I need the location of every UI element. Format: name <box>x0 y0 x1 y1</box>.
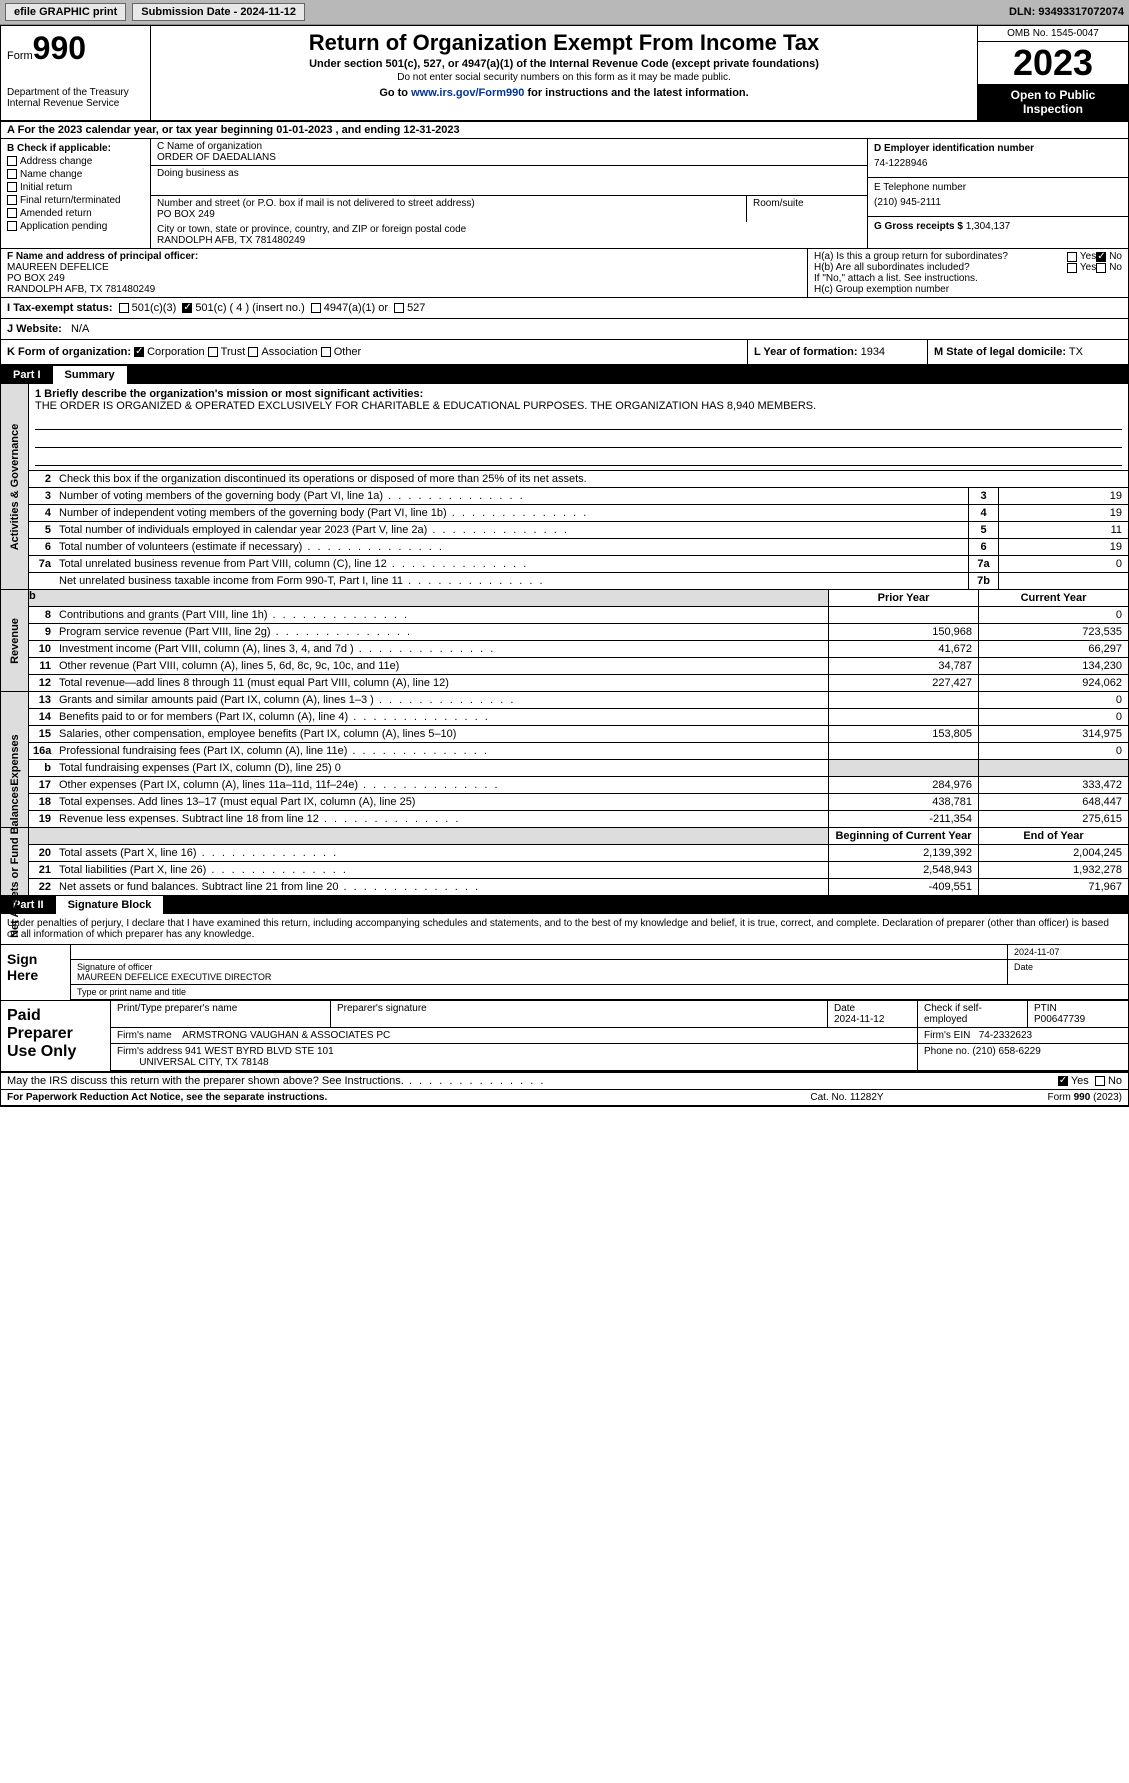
l5-val: 11 <box>998 522 1128 538</box>
cb-ha-no[interactable] <box>1096 252 1106 262</box>
cb-amended[interactable] <box>7 208 17 218</box>
sign-here-label: Sign Here <box>1 945 71 1000</box>
side-revenue: Revenue <box>1 590 29 691</box>
row-i: I Tax-exempt status: 501(c)(3) 501(c) ( … <box>1 298 1128 319</box>
l7b-val <box>998 573 1128 589</box>
omb-number: OMB No. 1545-0047 <box>978 26 1128 42</box>
discuss-row: May the IRS discuss this return with the… <box>1 1073 1128 1090</box>
cb-app-pending[interactable] <box>7 221 17 231</box>
form-990: Form990 Department of the Treasury Inter… <box>0 25 1129 1107</box>
sig-declaration: Under penalties of perjury, I declare th… <box>1 914 1128 945</box>
cb-501c3[interactable] <box>119 303 129 313</box>
tax-year: 2023 <box>978 42 1128 84</box>
part2-header: Part IISignature Block <box>1 896 1128 914</box>
phone: (210) 945-2111 <box>874 193 1122 212</box>
submission-date: Submission Date - 2024-11-12 <box>132 3 305 21</box>
row-a-period: A For the 2023 calendar year, or tax yea… <box>1 122 1128 139</box>
cb-final-return[interactable] <box>7 195 17 205</box>
cb-assoc[interactable] <box>248 347 258 357</box>
form-footer: For Paperwork Reduction Act Notice, see … <box>1 1090 1128 1106</box>
cb-4947[interactable] <box>311 303 321 313</box>
firm-name: ARMSTRONG VAUGHAN & ASSOCIATES PC <box>182 1030 390 1041</box>
box-b: B Check if applicable: Address change Na… <box>1 139 151 248</box>
box-f: F Name and address of principal officer:… <box>1 249 808 297</box>
subtitle: Under section 501(c), 527, or 4947(a)(1)… <box>157 58 971 70</box>
cb-discuss-no[interactable] <box>1095 1076 1105 1086</box>
department: Department of the Treasury Internal Reve… <box>7 87 144 109</box>
ein: 74-1228946 <box>874 154 1122 173</box>
row-m: M State of legal domicile: TX <box>928 340 1128 364</box>
l4-val: 19 <box>998 505 1128 521</box>
dln: DLN: 93493317072074 <box>1009 6 1124 18</box>
cb-other[interactable] <box>321 347 331 357</box>
row-j: J Website: N/A <box>1 319 1128 340</box>
paid-preparer-label: Paid Preparer Use Only <box>1 1001 111 1071</box>
org-name: ORDER OF DAEDALIANS <box>157 152 861 163</box>
cb-address-change[interactable] <box>7 156 17 166</box>
officer-name: MAUREEN DEFELICE EXECUTIVE DIRECTOR <box>77 972 271 982</box>
cb-initial-return[interactable] <box>7 182 17 192</box>
cb-discuss-yes[interactable] <box>1058 1076 1068 1086</box>
public-inspection: Open to Public Inspection <box>978 84 1128 120</box>
side-governance: Activities & Governance <box>1 384 29 589</box>
ssn-note: Do not enter social security numbers on … <box>157 72 971 83</box>
cb-corp[interactable] <box>134 347 144 357</box>
box-d: D Employer identification number74-12289… <box>868 139 1128 248</box>
box-c: C Name of organizationORDER OF DAEDALIAN… <box>151 139 868 248</box>
cb-hb-yes[interactable] <box>1067 263 1077 273</box>
city: RANDOLPH AFB, TX 781480249 <box>157 235 861 246</box>
l7a-val: 0 <box>998 556 1128 572</box>
toolbar: efile GRAPHIC print Submission Date - 20… <box>0 0 1129 25</box>
cb-501c[interactable] <box>182 303 192 313</box>
cb-name-change[interactable] <box>7 169 17 179</box>
ptin: P00647739 <box>1034 1014 1085 1025</box>
mission: 1 Briefly describe the organization's mi… <box>29 384 1128 471</box>
side-netassets: Net Assets or Fund Balances <box>1 828 29 895</box>
l3-val: 19 <box>998 488 1128 504</box>
gross-receipts: 1,304,137 <box>966 221 1011 232</box>
form-title: Return of Organization Exempt From Incom… <box>157 30 971 56</box>
cb-ha-yes[interactable] <box>1067 252 1077 262</box>
row-l: L Year of formation: 1934 <box>748 340 928 364</box>
cb-trust[interactable] <box>208 347 218 357</box>
row-k: K Form of organization: Corporation Trus… <box>1 340 748 364</box>
part1-header: Part ISummary <box>1 366 1128 384</box>
l6-val: 19 <box>998 539 1128 555</box>
efile-btn[interactable]: efile GRAPHIC print <box>5 3 126 21</box>
cb-527[interactable] <box>394 303 404 313</box>
street: PO BOX 249 <box>157 209 740 220</box>
box-h: H(a) Is this a group return for subordin… <box>808 249 1128 297</box>
goto-link[interactable]: Go to www.irs.gov/Form990 for instructio… <box>157 87 971 99</box>
form-number: Form990 <box>7 30 144 67</box>
cb-hb-no[interactable] <box>1096 263 1106 273</box>
